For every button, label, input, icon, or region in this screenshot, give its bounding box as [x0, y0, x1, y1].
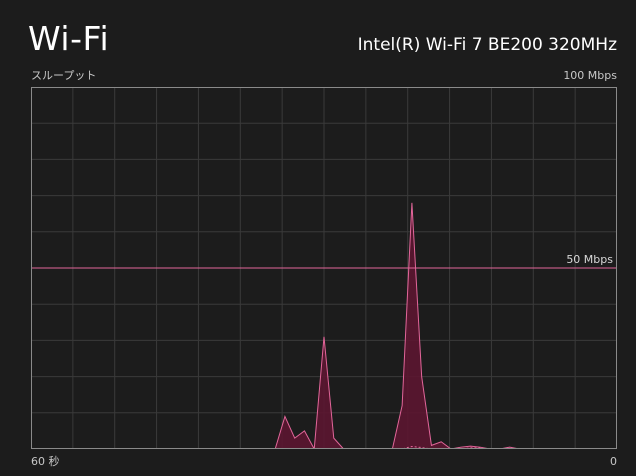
x-left-label: 60 秒 — [31, 455, 60, 468]
chart-border — [31, 87, 617, 449]
reference-group: 50 Mbps — [31, 253, 617, 269]
y-max-label: 100 Mbps — [563, 69, 617, 82]
reference-label: 50 Mbps — [566, 253, 613, 266]
throughput-chart-svg: 50 Mbps — [31, 87, 617, 449]
x-right-label: 0 — [610, 455, 617, 468]
series-line-1 — [31, 202, 617, 449]
page-title: Wi-Fi — [28, 19, 110, 58]
adapter-name: Intel(R) Wi-Fi 7 BE200 320MHz — [357, 35, 617, 55]
series-area-1 — [31, 202, 617, 449]
throughput-chart: 50 Mbps — [31, 87, 617, 449]
y-axis-label: スループット — [31, 69, 97, 82]
